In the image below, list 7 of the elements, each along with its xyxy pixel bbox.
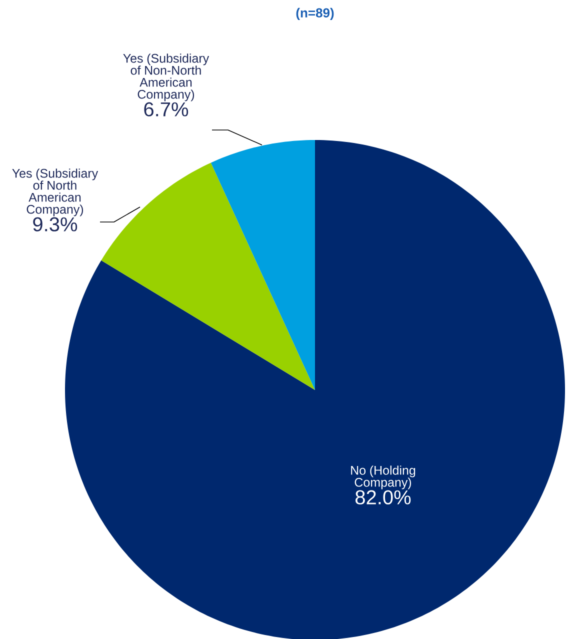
slice-label: No (Holding Company) <box>351 466 416 490</box>
slice-label: Yes (Subsidiary of Non-North American Company) <box>123 54 210 102</box>
chart-subtitle: (n=89) <box>296 8 334 20</box>
data-label: 9.3% <box>33 217 78 232</box>
slice-label: Yes (Subsidiary of North American Company) <box>12 168 98 216</box>
data-label: 6.7% <box>144 102 188 116</box>
data-label: 82.0% <box>356 490 411 504</box>
